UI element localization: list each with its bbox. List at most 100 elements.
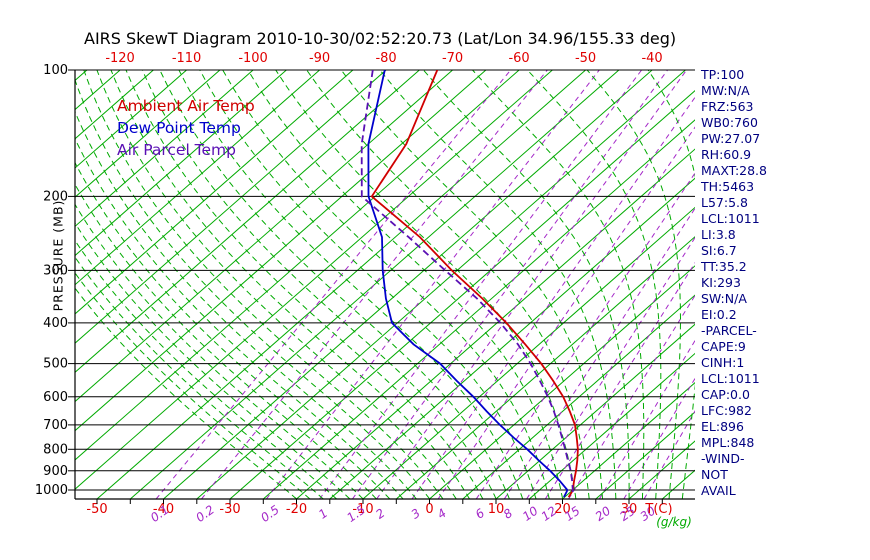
top-temp-label: -70 <box>442 51 463 66</box>
moist-adiabat-line <box>125 70 484 499</box>
top-temp-label: -90 <box>309 51 330 66</box>
mixing-ratio-line <box>643 410 695 499</box>
stat-line: EI:0.2 <box>701 307 737 322</box>
stat-line: SW:N/A <box>701 291 747 306</box>
moist-adiabat-line <box>647 70 695 499</box>
sounding-curves <box>360 70 579 498</box>
stat-line: RH:60.9 <box>701 147 752 162</box>
moist-adiabat-line <box>199 70 537 499</box>
isotherm-line <box>229 90 695 499</box>
pressure-tick-label: 900 <box>43 464 68 479</box>
mixing-ratio-line <box>155 70 512 499</box>
temp-unit-label: T(C) <box>644 502 672 517</box>
moist-adiabat-line <box>379 70 617 499</box>
top-temp-label: -50 <box>575 51 596 66</box>
stat-line: PW:27.07 <box>701 131 761 146</box>
isotherm-line <box>395 236 695 499</box>
isotherm-line <box>75 70 553 490</box>
bottom-temp-label: 30 <box>621 502 638 517</box>
legend-dew-point-temp: Dew Point Temp <box>117 119 241 137</box>
stat-line: WB0:760 <box>701 115 758 130</box>
stat-line: -WIND- <box>701 451 745 466</box>
moist-adiabat-line <box>586 70 681 499</box>
moist-adiabat-line <box>110 70 470 499</box>
moist-adiabat-line <box>75 161 391 499</box>
pressure-tick-label: 1000 <box>35 483 68 498</box>
moist-adiabat-line <box>75 137 404 499</box>
stat-line: MW:N/A <box>701 83 750 98</box>
curve-ambient <box>370 70 579 498</box>
stat-line: TH:5463 <box>701 179 755 194</box>
isotherm-line <box>595 411 695 499</box>
isotherm-line <box>0 70 20 499</box>
mixing-ratio-label: 0.2 <box>193 503 217 525</box>
legend-ambient-air-temp: Ambient Air Temp <box>117 97 255 115</box>
pressure-tick-label: 700 <box>43 418 68 433</box>
isotherm-line <box>75 70 221 198</box>
stat-line: MPL:848 <box>701 435 755 450</box>
top-temp-label: -110 <box>172 51 202 66</box>
moist-adiabat-line <box>423 70 630 499</box>
isotherm-line <box>296 148 695 499</box>
mixing-ratio-line <box>376 70 688 499</box>
isotherm-line <box>75 70 287 257</box>
top-temp-label: -80 <box>375 51 396 66</box>
mixing-ratio-line <box>319 70 642 499</box>
stat-line: KI:293 <box>701 275 741 290</box>
isotherm-line <box>0 70 54 499</box>
moist-adiabat-line <box>340 70 603 499</box>
moist-adiabat-line <box>75 203 364 499</box>
stat-line: LCL:1011 <box>701 371 760 386</box>
isotherm-line <box>75 70 354 315</box>
mixing-ratio-line <box>568 294 695 499</box>
stat-line: EL:896 <box>701 419 744 434</box>
moist-adiabat-line <box>75 222 351 499</box>
pressure-tick-label: 500 <box>43 357 68 372</box>
page-title: AIRS SkewT Diagram 2010-10-30/02:52:20.7… <box>84 29 677 48</box>
stat-line: AVAIL <box>701 483 736 498</box>
bottom-temp-label: -10 <box>352 502 373 517</box>
pressure-tick-label: 300 <box>43 263 68 278</box>
isotherm-line <box>462 294 695 499</box>
stat-line: TP:100 <box>701 67 745 82</box>
stat-line: CINH:1 <box>701 355 745 370</box>
top-temp-label: -60 <box>508 51 529 66</box>
mixing-ratio-label: 20 <box>593 503 614 523</box>
mixing-ratio-line <box>544 262 695 499</box>
mixing-ratio-line <box>526 236 695 499</box>
isotherm-line <box>163 70 653 499</box>
pressure-tick-label: 600 <box>43 390 68 405</box>
mixing-ratio-label: 1 <box>316 506 330 522</box>
moist-adiabat-line <box>247 70 564 499</box>
moist-adiabat-line <box>96 70 457 499</box>
moist-adiabat-line <box>306 70 590 499</box>
stat-line: CAPE:9 <box>701 339 746 354</box>
isotherm-line <box>196 70 686 499</box>
isotherm-line <box>495 323 695 499</box>
mixing-ratio-label: 0.5 <box>258 503 282 525</box>
mixing-ratio-line <box>623 377 695 499</box>
mixing-ratio-line <box>411 96 695 499</box>
stat-line: FRZ:563 <box>701 99 754 114</box>
mixing-ratio-label: 4 <box>435 506 449 522</box>
bottom-temp-label: 0 <box>425 502 433 517</box>
isotherm-line <box>429 265 695 499</box>
moist-adiabat-line <box>83 70 444 499</box>
isotherm-line <box>362 206 695 499</box>
top-temp-label: -100 <box>238 51 268 66</box>
pressure-axis-title: PRESSURE (MB) <box>50 199 66 312</box>
bottom-temp-label: -50 <box>86 502 107 517</box>
legend-air-parcel-temp: Air Parcel Temp <box>117 141 236 159</box>
bottom-temp-label: -30 <box>219 502 240 517</box>
mixing-ratio-line <box>598 339 695 499</box>
stat-line: LFC:982 <box>701 403 752 418</box>
stat-line: -PARCEL- <box>701 323 757 338</box>
stat-line: SI:6.7 <box>701 243 737 258</box>
stat-line: LCL:1011 <box>701 211 760 226</box>
isotherm-line <box>75 70 387 344</box>
stats-panel: TP:100 MW:N/A FRZ:563 WB0:760 PW:27.07 RH:60.… <box>701 67 767 499</box>
isotherm-line <box>75 70 254 228</box>
mixing-ratio-label: 10 <box>520 503 541 523</box>
